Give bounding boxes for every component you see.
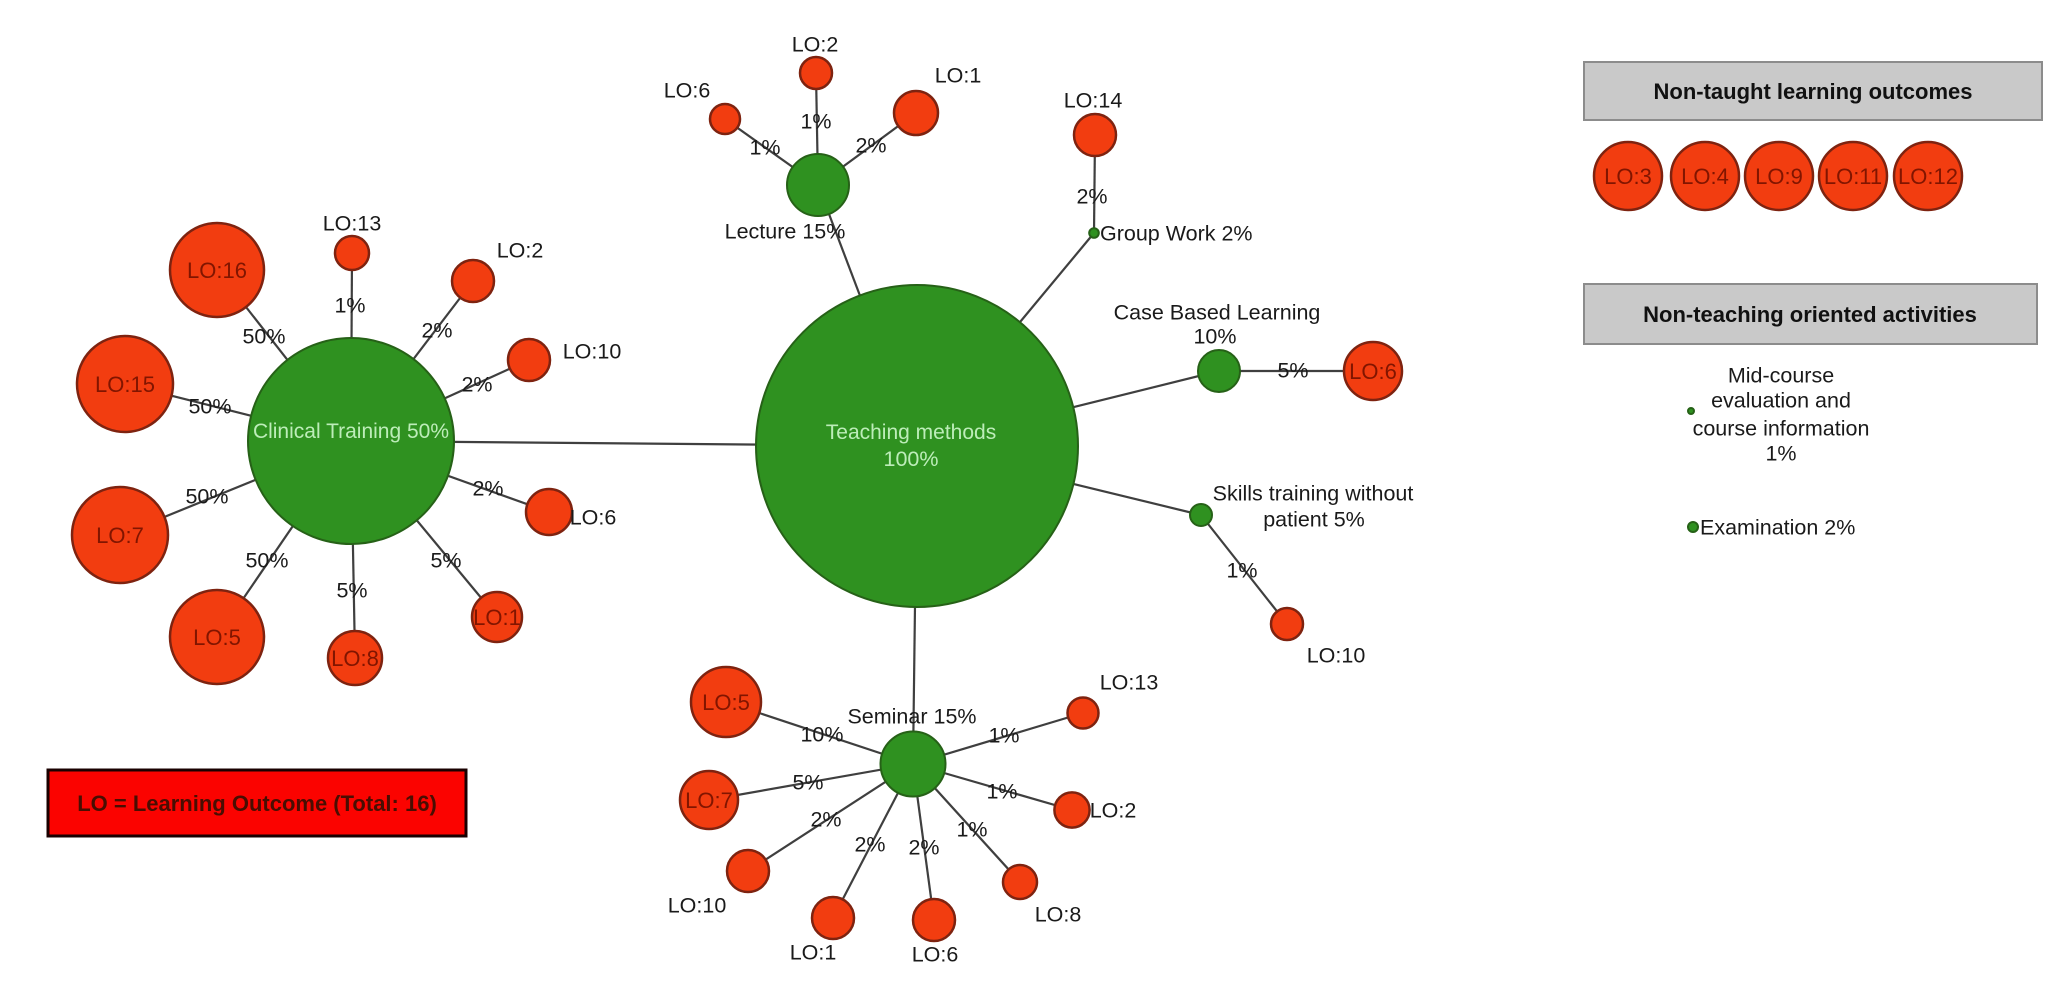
svg-text:50%: 50% (245, 549, 288, 573)
svg-text:LO:6: LO:6 (912, 943, 959, 967)
svg-text:LO:10: LO:10 (668, 894, 727, 918)
svg-text:LO:11: LO:11 (1824, 164, 1882, 189)
svg-text:LO:1: LO:1 (935, 64, 982, 88)
svg-text:5%: 5% (792, 771, 823, 795)
svg-text:LO:13: LO:13 (1100, 671, 1159, 695)
svg-text:LO:12: LO:12 (1898, 164, 1958, 189)
svg-text:50%: 50% (242, 325, 285, 349)
svg-text:course information: course information (1693, 417, 1870, 441)
svg-text:LO:10: LO:10 (563, 340, 622, 364)
svg-text:2%: 2% (855, 134, 886, 158)
svg-text:LO:5: LO:5 (702, 690, 750, 715)
svg-text:Lecture 15%: Lecture 15% (725, 220, 846, 244)
svg-text:Clinical Training 50%: Clinical Training 50% (253, 420, 449, 443)
svg-text:50%: 50% (185, 485, 228, 509)
svg-text:1%: 1% (1226, 559, 1257, 583)
svg-text:1%: 1% (800, 110, 831, 134)
svg-text:2%: 2% (461, 373, 492, 397)
svg-text:2%: 2% (908, 836, 939, 860)
svg-text:Teaching methods: Teaching methods (826, 421, 996, 444)
svg-text:LO:9: LO:9 (1755, 164, 1803, 189)
svg-text:Examination 2%: Examination 2% (1700, 516, 1855, 540)
svg-text:Mid-course: Mid-course (1728, 364, 1834, 388)
svg-text:10%: 10% (1193, 325, 1236, 349)
svg-text:Group Work 2%: Group Work 2% (1100, 222, 1253, 246)
svg-text:LO:6: LO:6 (570, 506, 617, 530)
svg-text:100%: 100% (884, 447, 939, 471)
svg-text:LO:2: LO:2 (792, 33, 839, 57)
svg-text:LO:13: LO:13 (323, 212, 382, 236)
svg-text:1%: 1% (956, 818, 987, 842)
svg-text:LO:15: LO:15 (95, 372, 155, 397)
svg-text:LO:2: LO:2 (1090, 799, 1137, 823)
svg-text:LO:5: LO:5 (193, 625, 241, 650)
svg-text:1%: 1% (334, 294, 365, 318)
svg-text:5%: 5% (430, 549, 461, 573)
svg-text:2%: 2% (854, 833, 885, 857)
svg-text:10%: 10% (800, 723, 843, 747)
svg-text:2%: 2% (810, 808, 841, 832)
svg-text:LO:4: LO:4 (1681, 164, 1729, 189)
svg-text:Seminar 15%: Seminar 15% (847, 705, 976, 729)
svg-text:LO:2: LO:2 (497, 239, 544, 263)
svg-text:Skills training without: Skills training without (1213, 482, 1414, 506)
svg-text:2%: 2% (1076, 185, 1107, 209)
svg-text:LO:8: LO:8 (331, 646, 379, 671)
svg-text:2%: 2% (472, 477, 503, 501)
svg-text:5%: 5% (1277, 359, 1308, 383)
svg-text:Case Based Learning: Case Based Learning (1114, 301, 1321, 325)
svg-text:1%: 1% (988, 724, 1019, 748)
svg-text:LO:1: LO:1 (790, 941, 837, 965)
svg-text:LO:3: LO:3 (1604, 164, 1652, 189)
svg-text:LO:14: LO:14 (1064, 89, 1123, 113)
svg-text:1%: 1% (1765, 442, 1796, 466)
svg-text:LO:7: LO:7 (96, 523, 144, 548)
svg-text:patient 5%: patient 5% (1263, 508, 1365, 532)
svg-text:LO:6: LO:6 (1349, 359, 1397, 384)
svg-text:LO:6: LO:6 (664, 79, 711, 103)
svg-text:LO:8: LO:8 (1035, 903, 1082, 927)
svg-text:LO:1: LO:1 (473, 605, 521, 630)
svg-text:2%: 2% (421, 319, 452, 343)
svg-text:Non-teaching oriented activiti: Non-teaching oriented activities (1643, 302, 1977, 327)
svg-text:LO:7: LO:7 (685, 788, 733, 813)
svg-text:Non-taught learning outcomes: Non-taught learning outcomes (1654, 79, 1973, 104)
svg-text:5%: 5% (336, 579, 367, 603)
svg-text:LO:16: LO:16 (187, 258, 247, 283)
svg-text:LO = Learning Outcome (Total:: LO = Learning Outcome (Total: 16) (77, 791, 437, 816)
svg-text:LO:10: LO:10 (1307, 644, 1366, 668)
svg-text:1%: 1% (749, 136, 780, 160)
svg-text:50%: 50% (188, 395, 231, 419)
svg-text:evaluation and: evaluation and (1711, 389, 1851, 413)
svg-text:1%: 1% (986, 780, 1017, 804)
